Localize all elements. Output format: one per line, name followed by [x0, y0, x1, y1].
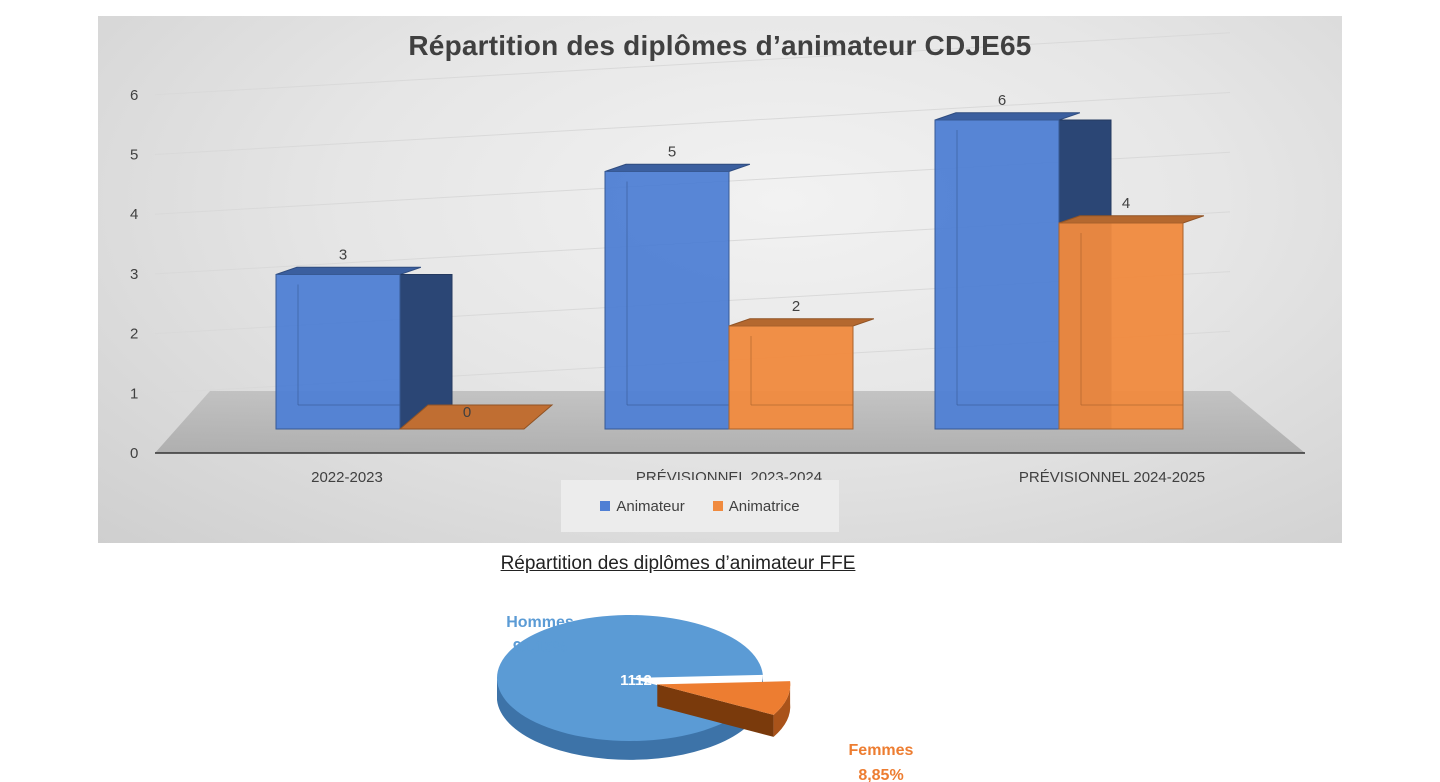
y-gridline	[154, 32, 1231, 96]
pie-slice-top	[657, 681, 791, 715]
data-label-0-2: 6	[998, 92, 1006, 109]
pie-label-hommes: Hommes	[506, 614, 574, 631]
bar-top-face	[934, 112, 1081, 121]
legend-item-animateur: Animateur	[600, 497, 685, 515]
bar-top-face	[728, 318, 875, 327]
y-tick-label: 5	[130, 147, 138, 164]
pie-slice-wall	[657, 684, 774, 737]
bar-top-face	[275, 266, 422, 275]
pie-percent-hommes: 91,15%	[513, 639, 567, 656]
bar-front-face	[275, 274, 401, 430]
bar-front-face	[728, 325, 854, 430]
y-tick-label: 2	[130, 326, 138, 343]
bar-0-0	[275, 266, 453, 430]
bar-top-face	[604, 163, 751, 172]
bar-chart-title: Répartition des diplômes d’animateur CDJ…	[408, 30, 1032, 61]
bar-zero-face	[398, 404, 554, 430]
data-label-1-2: 4	[1122, 195, 1130, 212]
legend-item-animatrice: Animatrice	[712, 497, 800, 515]
pie-slice-side	[497, 674, 763, 760]
legend-label-animateur: Animateur	[616, 497, 685, 515]
bar-top-face	[1058, 215, 1205, 224]
y-tick-label: 0	[130, 445, 138, 462]
bar-front-face	[604, 171, 730, 430]
pie-chart: 1112 108 Hommes 91,15% Femmes 8,85%	[497, 614, 914, 782]
data-label-1-0: 0	[463, 404, 471, 421]
bar-chart-legend: Animateur Animatrice	[561, 480, 839, 532]
x-tick-label: 2022-2023	[311, 469, 383, 486]
x-tick-label: PRÉVISIONNEL 2024-2025	[1019, 469, 1205, 486]
bar-1-1	[728, 318, 875, 430]
pie-percent-femmes: 8,85%	[858, 767, 903, 782]
bar-front-face	[1058, 222, 1184, 430]
pie-slice-femmes	[657, 681, 791, 737]
pie-slice-side	[773, 681, 791, 737]
y-tick-label: 6	[130, 87, 138, 104]
bar-0-1	[604, 163, 751, 430]
bar-1-0	[398, 404, 554, 430]
y-gridline	[154, 92, 1231, 155]
pie-value-femmes: 108	[791, 705, 816, 722]
y-tick-label: 1	[130, 385, 138, 402]
legend-swatch-animateur	[600, 501, 611, 511]
legend-label-animatrice: Animatrice	[728, 497, 800, 515]
data-label-1-1: 2	[792, 298, 800, 315]
data-label-0-0: 3	[339, 246, 347, 263]
data-label-0-1: 5	[668, 143, 676, 160]
bar-1-2	[1058, 215, 1205, 430]
pie-value-hommes: 1112	[620, 672, 652, 689]
y-tick-label: 4	[130, 206, 138, 223]
legend-swatch-animatrice	[712, 501, 723, 511]
pie-label-femmes: Femmes	[849, 742, 914, 759]
pie-chart-title: Répartition des diplômes d’animateur FFE	[500, 553, 856, 574]
bar-front-face	[934, 119, 1060, 430]
y-tick-label: 3	[130, 266, 138, 283]
